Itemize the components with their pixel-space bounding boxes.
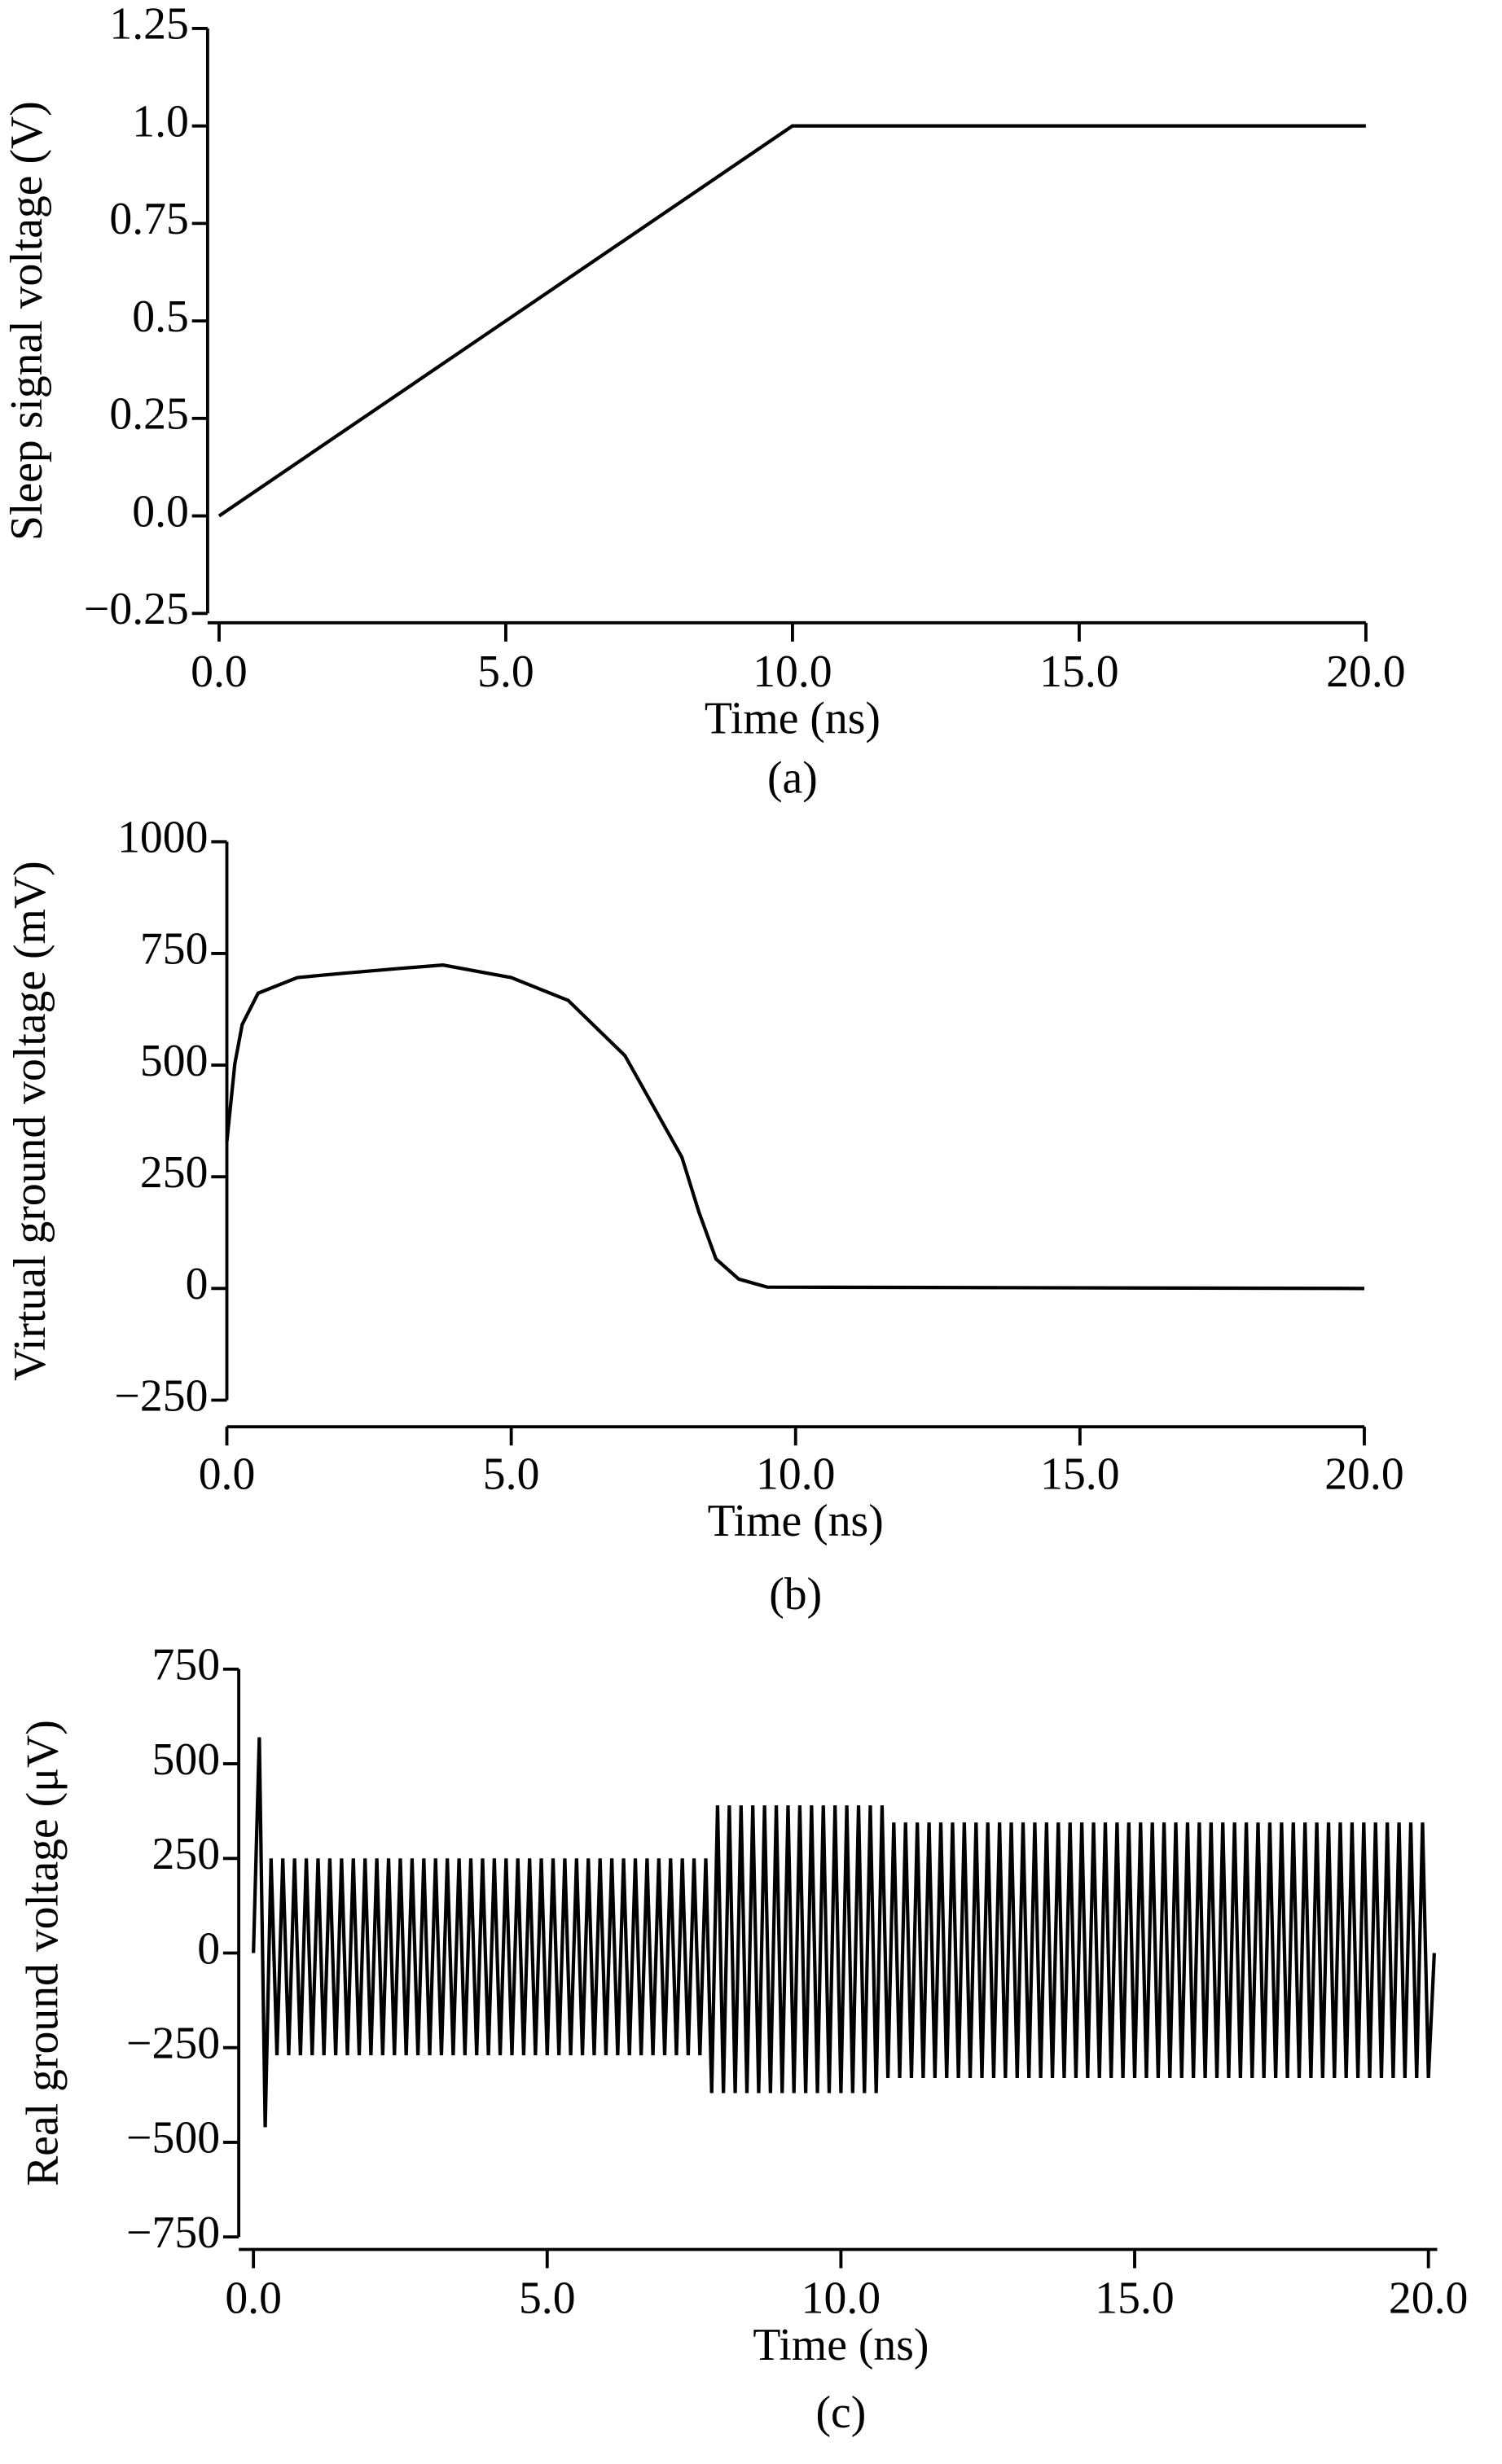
y-axis-title: Virtual ground voltage (mV) xyxy=(5,861,55,1380)
x-axis-title: Time (ns) xyxy=(753,2320,929,2370)
x-tick-label: 10.0 xyxy=(753,647,832,697)
data-line xyxy=(217,124,1366,518)
y-tick-label: 1000 xyxy=(117,813,208,863)
x-tick-label: 5.0 xyxy=(483,1449,540,1499)
x-tick-label: 20.0 xyxy=(1389,2273,1468,2324)
y-tick-label: 0.5 xyxy=(132,292,189,342)
y-tick-label: 0 xyxy=(186,1259,209,1309)
y-axis-title: Real ground voltage (μV) xyxy=(17,1720,68,2186)
x-tick-label: 15.0 xyxy=(1095,2273,1174,2324)
y-tick-label: 0.0 xyxy=(132,486,189,537)
y-tick-label: 0.25 xyxy=(109,389,188,440)
y-tick-label: 500 xyxy=(140,1036,209,1086)
y-tick-label: −500 xyxy=(126,2113,220,2164)
y-tick-label: −250 xyxy=(115,1370,209,1421)
y-tick-label: −0.25 xyxy=(84,584,189,634)
x-tick-label: 10.0 xyxy=(756,1449,835,1499)
x-tick-label: 0.0 xyxy=(199,1449,256,1499)
x-tick-label: 5.0 xyxy=(519,2273,576,2324)
x-tick-label: 0.0 xyxy=(191,647,248,697)
x-tick-label: 20.0 xyxy=(1324,1449,1403,1499)
y-tick-label: −250 xyxy=(126,2018,220,2068)
y-tick-label: 500 xyxy=(152,1734,221,1785)
x-tick-label: 0.0 xyxy=(225,2273,282,2324)
y-tick-label: 250 xyxy=(140,1147,209,1198)
caption: (a) xyxy=(767,753,818,804)
x-tick-label: 20.0 xyxy=(1326,647,1405,697)
y-tick-label: 250 xyxy=(152,1829,221,1879)
y-tick-label: 1.0 xyxy=(132,96,189,147)
x-axis-title: Time (ns) xyxy=(705,694,881,744)
x-axis-title: Time (ns) xyxy=(708,1496,884,1546)
y-tick-label: −750 xyxy=(126,2208,220,2258)
y-tick-label: 0.75 xyxy=(109,194,188,244)
x-tick-label: 15.0 xyxy=(1039,647,1118,697)
x-tick-label: 5.0 xyxy=(477,647,534,697)
y-tick-label: 750 xyxy=(152,1640,221,1690)
y-axis-title: Sleep signal voltage (V) xyxy=(2,101,52,541)
data-line xyxy=(252,1737,1436,2128)
y-tick-label: 1.25 xyxy=(109,0,188,50)
caption: (b) xyxy=(769,1569,822,1620)
y-tick-label: 0 xyxy=(197,1923,220,1974)
data-line xyxy=(225,963,1364,1291)
x-tick-label: 15.0 xyxy=(1040,1449,1119,1499)
x-tick-label: 10.0 xyxy=(802,2273,881,2324)
y-tick-label: 750 xyxy=(140,924,209,975)
caption: (c) xyxy=(815,2387,866,2438)
